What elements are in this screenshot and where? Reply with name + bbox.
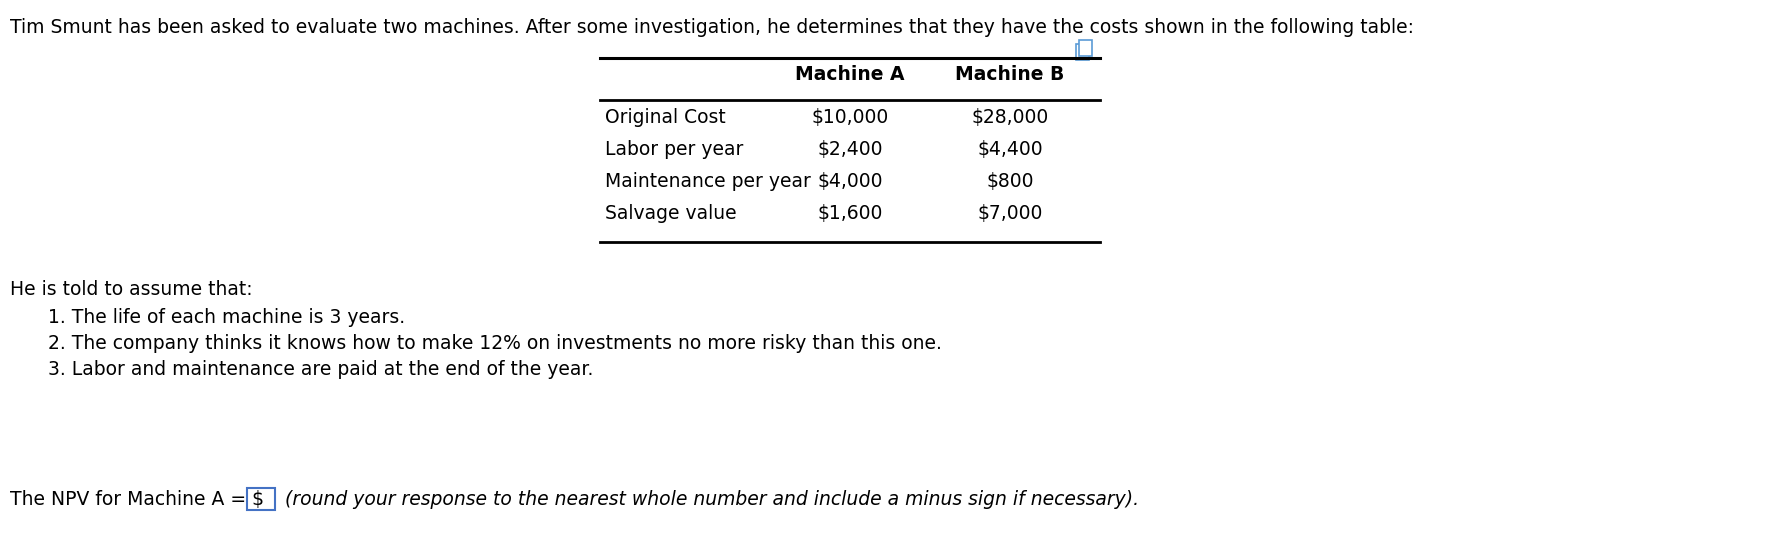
- Text: 1. The life of each machine is 3 years.: 1. The life of each machine is 3 years.: [48, 308, 404, 327]
- Text: $2,400: $2,400: [817, 140, 883, 159]
- Text: Labor per year: Labor per year: [605, 140, 743, 159]
- Text: $10,000: $10,000: [810, 108, 888, 127]
- Text: $4,400: $4,400: [977, 140, 1043, 159]
- Text: (round your response to the nearest whole number and include a minus sign if nec: (round your response to the nearest whol…: [278, 490, 1138, 509]
- Text: 3. Labor and maintenance are paid at the end of the year.: 3. Labor and maintenance are paid at the…: [48, 360, 592, 379]
- FancyBboxPatch shape: [1076, 44, 1089, 60]
- Text: Tim Smunt has been asked to evaluate two machines. After some investigation, he : Tim Smunt has been asked to evaluate two…: [11, 18, 1413, 37]
- Text: Machine B: Machine B: [956, 65, 1064, 84]
- Text: 2. The company thinks it knows how to make 12% on investments no more risky than: 2. The company thinks it knows how to ma…: [48, 334, 941, 353]
- Text: Original Cost: Original Cost: [605, 108, 725, 127]
- Text: The NPV for Machine A = $: The NPV for Machine A = $: [11, 490, 264, 509]
- Text: $800: $800: [986, 172, 1034, 191]
- FancyBboxPatch shape: [1078, 40, 1092, 56]
- Text: Salvage value: Salvage value: [605, 204, 736, 223]
- Text: He is told to assume that:: He is told to assume that:: [11, 280, 252, 299]
- Text: $1,600: $1,600: [817, 204, 883, 223]
- FancyBboxPatch shape: [246, 488, 275, 510]
- Text: $7,000: $7,000: [977, 204, 1043, 223]
- Text: $28,000: $28,000: [972, 108, 1048, 127]
- Text: Maintenance per year: Maintenance per year: [605, 172, 810, 191]
- Text: Machine A: Machine A: [794, 65, 904, 84]
- Text: $4,000: $4,000: [817, 172, 883, 191]
